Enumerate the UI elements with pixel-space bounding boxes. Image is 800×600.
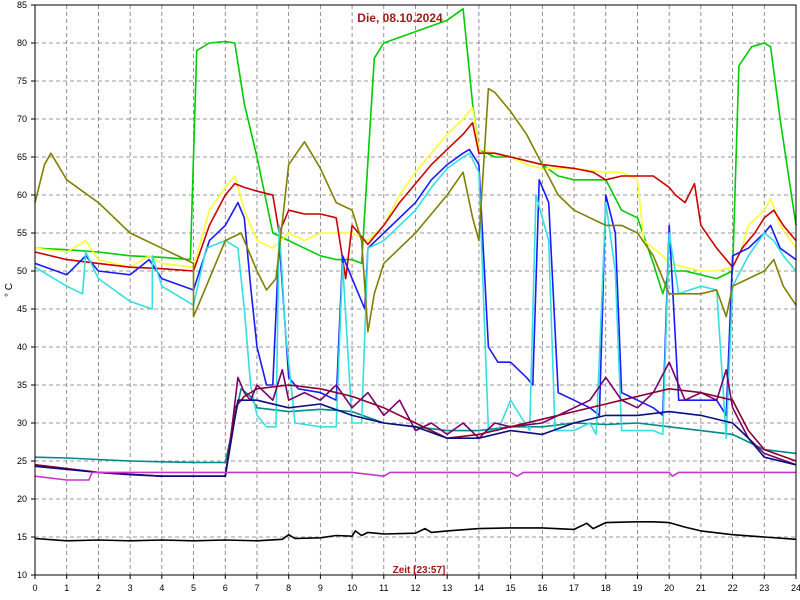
x-tick-label: 18 — [601, 583, 611, 593]
x-tick-label: 13 — [442, 583, 452, 593]
series-line-1 — [34, 8, 797, 295]
x-tick-label: 11 — [379, 583, 388, 593]
y-tick-label: 25 — [17, 456, 27, 466]
x-tick-label: 17 — [569, 583, 579, 593]
series-line-6 — [34, 152, 797, 440]
y-tick-label: 85 — [17, 0, 27, 10]
series-line-3 — [34, 122, 797, 280]
y-tick-label: 10 — [17, 570, 27, 580]
series-line-2 — [34, 106, 797, 272]
x-tick-label: 8 — [286, 583, 291, 593]
x-tick-label: 12 — [410, 583, 420, 593]
y-tick-label: 55 — [17, 228, 27, 238]
y-tick-label: 80 — [17, 38, 27, 48]
x-tick-label: 7 — [254, 583, 259, 593]
y-tick-label: 75 — [17, 76, 27, 86]
y-tick-label: 35 — [17, 380, 27, 390]
y-tick-label: 30 — [17, 418, 27, 428]
series-line-12 — [34, 520, 797, 542]
x-tick-label: 24 — [791, 583, 800, 593]
series-line-11 — [34, 471, 796, 481]
x-axis-label: Zeit [23:57] — [393, 565, 446, 576]
x-tick-label: 23 — [759, 583, 769, 593]
x-tick-label: 21 — [696, 583, 706, 593]
y-tick-label: 40 — [17, 342, 27, 352]
x-tick-label: 0 — [32, 583, 37, 593]
series-lines — [34, 8, 797, 542]
x-tick-label: 16 — [537, 583, 547, 593]
x-tick-label: 14 — [474, 583, 484, 593]
x-tick-label: 4 — [159, 583, 164, 593]
y-tick-label: 70 — [17, 114, 27, 124]
axes: 0 1 2 3 4 5 6 7 8 9 10 11 12 13 14 15 16 17 18 19 20 21 22 23 24… — [17, 0, 800, 593]
series-line-7 — [34, 87, 797, 333]
chart-title: Die, 08.10.2024 — [357, 11, 443, 25]
y-tick-label: 15 — [17, 532, 27, 542]
series-line-10 — [34, 399, 797, 478]
series-line-5 — [34, 148, 797, 417]
x-tick-label: 9 — [318, 583, 323, 593]
x-tick-label: 10 — [347, 583, 357, 593]
y-axis-label: ° C — [4, 283, 15, 297]
x-tick-label: 20 — [664, 583, 674, 593]
x-tick-label: 2 — [96, 583, 101, 593]
x-tick-label: 19 — [632, 583, 642, 593]
y-tick-label: 20 — [17, 494, 27, 504]
y-tick-label: 60 — [17, 190, 27, 200]
x-tick-label: 5 — [191, 583, 196, 593]
x-tick-label: 15 — [506, 583, 516, 593]
x-tick-label: 3 — [128, 583, 133, 593]
x-tick-label: 22 — [728, 583, 738, 593]
y-tick-label: 65 — [17, 152, 27, 162]
x-tick-label: 6 — [223, 583, 228, 593]
y-tick-label: 45 — [17, 304, 27, 314]
x-tick-label: 1 — [64, 583, 69, 593]
y-tick-label: 50 — [17, 266, 27, 276]
grid — [35, 5, 796, 575]
